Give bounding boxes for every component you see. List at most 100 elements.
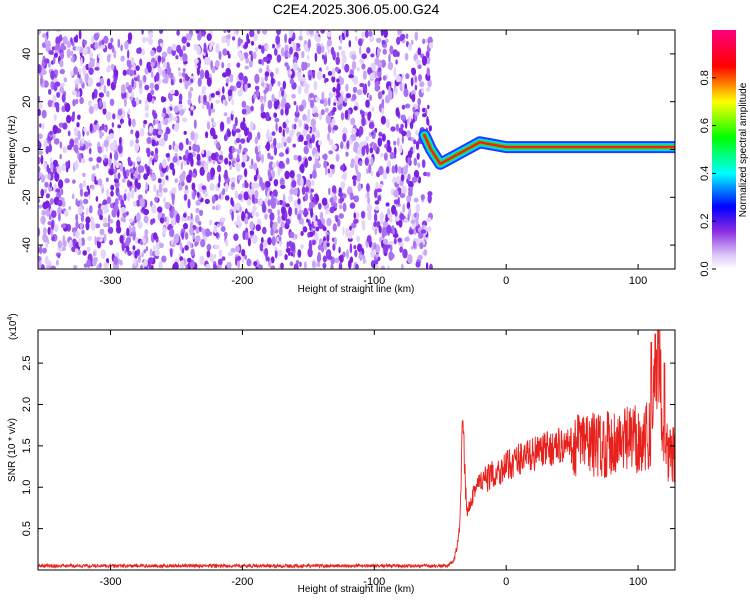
noise-speckle: [248, 50, 253, 56]
colorbar: 0.0 0.2 0.4 0.6 0.8 Normalized spectral ampl…: [699, 30, 749, 277]
noise-speckle: [278, 160, 284, 169]
snr-multiplier: (x104): [7, 313, 19, 340]
noise-speckle: [388, 85, 391, 95]
noise-speckle: [135, 130, 140, 139]
noise-speckle: [304, 158, 308, 168]
noise-speckle: [59, 82, 65, 88]
noise-speckle: [91, 173, 95, 183]
noise-speckle: [41, 109, 47, 119]
noise-speckle: [406, 201, 411, 210]
noise-speckle: [178, 142, 184, 151]
noise-speckle: [241, 161, 246, 168]
noise-speckle: [88, 147, 92, 155]
noise-speckle: [285, 119, 289, 125]
noise-speckle: [305, 186, 309, 193]
noise-speckle: [184, 185, 189, 191]
noise-speckle: [227, 53, 231, 59]
noise-speckle: [302, 129, 307, 137]
noise-speckle: [77, 200, 81, 206]
noise-speckle: [425, 262, 429, 269]
noise-speckle: [352, 176, 357, 181]
noise-speckle: [318, 223, 324, 230]
noise-speckle: [75, 220, 79, 230]
noise-speckle: [238, 72, 244, 81]
noise-speckle: [332, 50, 336, 61]
noise-speckle: [307, 38, 311, 49]
noise-speckle: [38, 108, 41, 116]
noise-speckle: [124, 249, 127, 254]
noise-speckle: [399, 144, 403, 154]
snr-panel: -300 -200 -100 0 100 0.5 1.0 1.5 2.0 2.5 Height …: [7, 313, 676, 595]
noise-speckle: [371, 225, 375, 231]
noise-speckle: [129, 96, 134, 101]
noise-speckle: [395, 59, 398, 65]
noise-speckle: [367, 80, 371, 87]
noise-speckle: [416, 152, 420, 160]
noise-speckle: [111, 122, 115, 128]
noise-speckle: [131, 118, 136, 128]
noise-speckle: [64, 209, 69, 217]
noise-speckle: [93, 256, 98, 263]
noise-speckle: [142, 36, 147, 44]
noise-speckle: [319, 99, 325, 104]
noise-speckle: [167, 66, 171, 76]
noise-speckle: [229, 74, 234, 83]
noise-speckle: [81, 137, 85, 144]
noise-speckle: [74, 160, 79, 170]
noise-speckle: [367, 111, 371, 121]
noise-speckle: [222, 188, 226, 196]
noise-speckle: [213, 224, 218, 234]
noise-speckle: [318, 140, 322, 146]
noise-speckle: [55, 188, 61, 193]
noise-speckle: [300, 163, 305, 174]
noise-speckle: [75, 213, 79, 222]
noise-speckle: [41, 122, 45, 130]
noise-speckle: [97, 178, 103, 186]
snr-x-label: Height of straight line (km): [298, 584, 415, 595]
noise-speckle: [280, 184, 286, 189]
noise-speckle: [163, 196, 166, 205]
noise-speckle: [82, 198, 89, 205]
noise-speckle: [303, 81, 308, 88]
noise-speckle: [264, 213, 268, 220]
noise-speckle: [237, 193, 243, 201]
noise-speckle: [260, 111, 267, 119]
colorbar-tick-label: 0.8: [699, 70, 711, 85]
noise-speckle: [113, 69, 119, 78]
noise-speckle: [126, 91, 129, 100]
noise-speckle: [236, 81, 242, 89]
noise-speckle: [233, 233, 239, 241]
noise-speckle: [193, 119, 197, 129]
noise-speckle: [115, 161, 120, 169]
noise-speckle: [243, 168, 248, 178]
noise-speckle: [218, 249, 223, 257]
noise-speckle: [189, 216, 194, 224]
noise-speckle: [346, 30, 349, 38]
noise-speckle: [174, 125, 178, 132]
colorbar-tick-label: 0.0: [699, 261, 711, 276]
signal-track-inner: [421, 132, 675, 167]
noise-speckle: [235, 245, 240, 253]
noise-speckle: [122, 166, 126, 177]
noise-speckle: [289, 231, 295, 239]
noise-speckle: [325, 208, 330, 215]
noise-speckle: [309, 193, 313, 201]
noise-speckle: [83, 263, 88, 268]
noise-speckle: [152, 218, 156, 224]
noise-speckle: [103, 126, 107, 132]
noise-speckle: [62, 235, 66, 245]
noise-speckle: [117, 191, 120, 199]
noise-speckle: [173, 105, 179, 113]
noise-speckle: [119, 234, 124, 244]
noise-speckle: [297, 249, 302, 258]
noise-speckle: [210, 167, 216, 177]
noise-speckle: [377, 47, 381, 57]
noise-speckle: [52, 94, 56, 104]
noise-speckle: [199, 209, 204, 217]
x-tick-label: -300: [100, 576, 122, 588]
noise-speckle: [153, 245, 156, 251]
noise-speckle: [411, 93, 416, 103]
noise-speckle: [291, 180, 297, 188]
noise-speckle: [136, 199, 141, 207]
noise-speckle: [237, 89, 243, 97]
